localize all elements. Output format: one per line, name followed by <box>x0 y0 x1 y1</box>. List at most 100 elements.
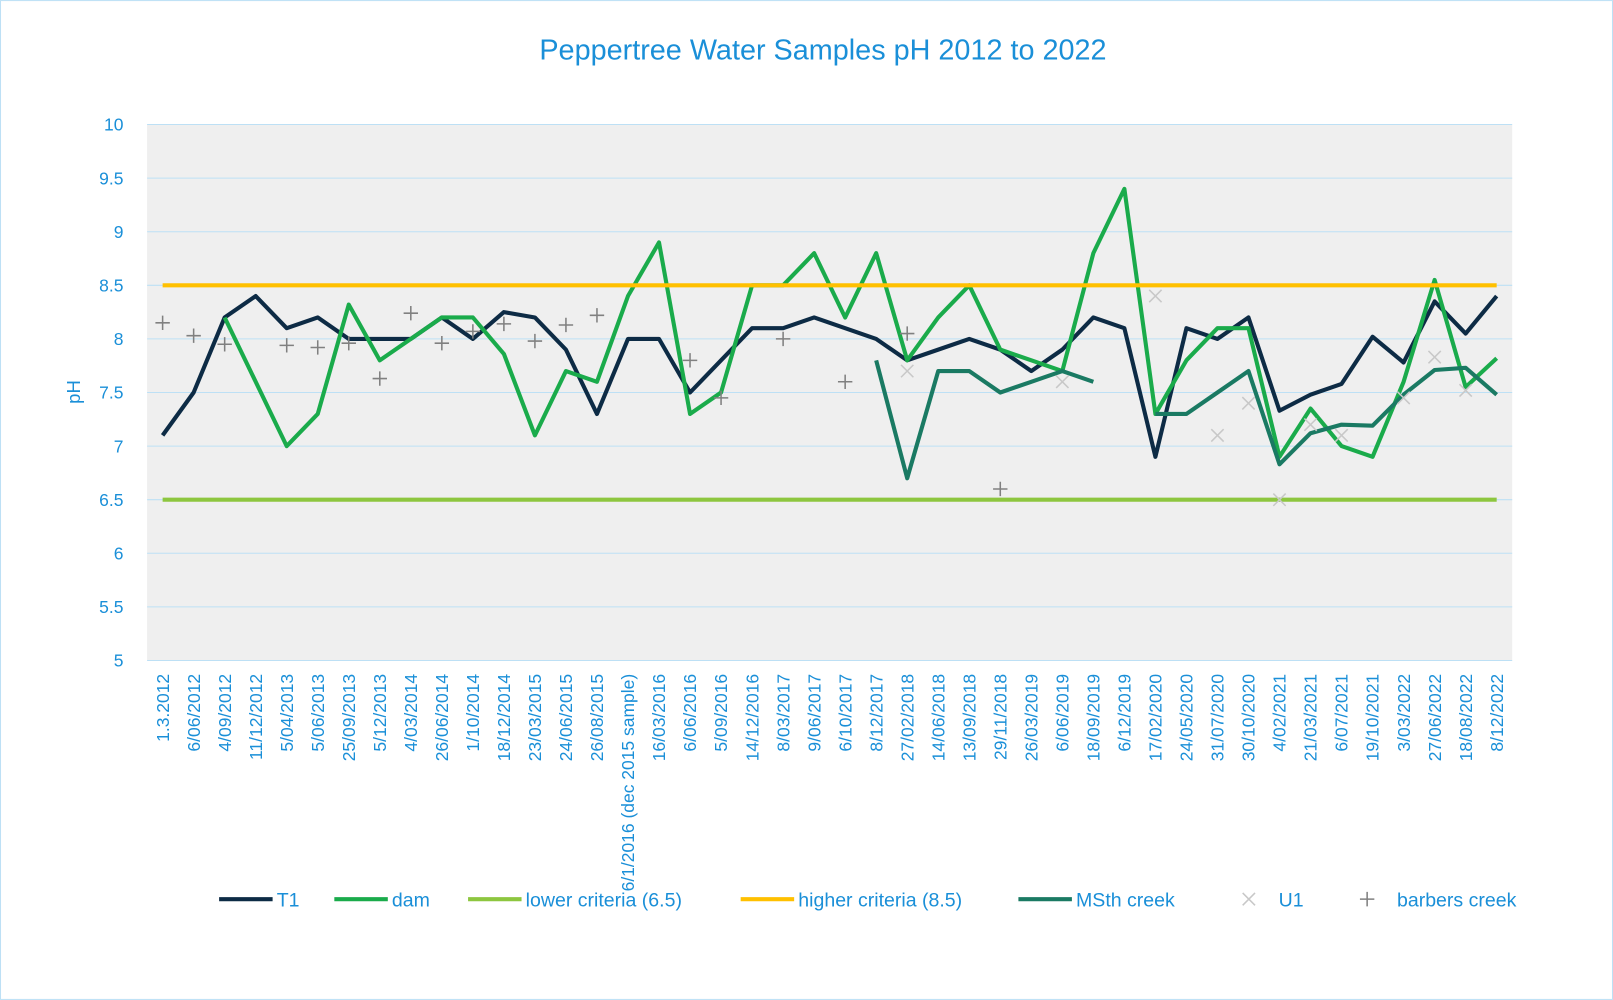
y-tick-label: 8.5 <box>99 275 123 295</box>
x-tick-label: 1.3.2012 <box>153 674 173 742</box>
x-tick-label: 13/09/2018 <box>959 674 979 761</box>
x-tick-label: 5/12/2013 <box>370 674 390 752</box>
y-tick-label: 9 <box>114 222 124 242</box>
marker <box>1458 383 1473 398</box>
marker <box>434 335 450 351</box>
x-tick-label: 29/11/2018 <box>990 674 1010 760</box>
x-tick-label: 6/1/2016 (dec 2015 sample) <box>618 674 638 892</box>
marker <box>837 374 853 389</box>
x-tick-label: 26/08/2015 <box>587 674 607 761</box>
marker <box>217 337 232 352</box>
marker <box>1303 417 1318 432</box>
y-tick-label: 8 <box>114 329 124 349</box>
x-tick-label: 14/12/2016 <box>742 674 762 761</box>
x-tick-label: 19/10/2021 <box>1363 674 1383 761</box>
x-tick-label: 24/06/2015 <box>556 674 576 761</box>
x-tick-label: 8/03/2017 <box>773 674 793 752</box>
y-axis-label: pH <box>63 380 84 404</box>
marker <box>775 331 791 347</box>
x-tick-label: 30/10/2020 <box>1239 674 1259 762</box>
y-tick-label: 5.5 <box>99 597 123 617</box>
x-tick-label: 26/06/2014 <box>432 674 452 762</box>
marker <box>1210 428 1225 443</box>
legend-marker <box>1242 892 1256 906</box>
legend-label: dam <box>392 889 430 911</box>
x-tick-label: 18/08/2022 <box>1456 674 1476 761</box>
chart-title: Peppertree Water Samples pH 2012 to 2022 <box>539 35 1106 67</box>
x-tick-label: 14/06/2018 <box>928 674 948 761</box>
marker <box>1427 350 1442 364</box>
y-tick-label: 10 <box>104 115 124 135</box>
x-tick-label: 4/09/2012 <box>215 674 235 752</box>
x-tick-label: 5/04/2013 <box>277 674 297 752</box>
legend-label: U1 <box>1279 889 1304 911</box>
marker <box>900 326 915 341</box>
x-tick-label: 6/10/2017 <box>835 674 855 752</box>
x-tick-label: 5/09/2016 <box>711 674 731 752</box>
marker <box>155 315 170 331</box>
x-tick-label: 1/10/2014 <box>463 674 483 752</box>
marker <box>558 317 574 333</box>
x-tick-label: 8/12/2017 <box>866 674 886 752</box>
series-line <box>874 359 1499 481</box>
x-tick-label: 11/12/2012 <box>246 674 266 760</box>
y-tick-label: 6 <box>114 543 124 563</box>
x-tick-label: 26/03/2019 <box>1021 674 1041 761</box>
x-tick-label: 3/03/2022 <box>1394 674 1414 752</box>
y-tick-label: 6.5 <box>99 490 123 510</box>
legend-label: higher criteria (8.5) <box>798 889 962 911</box>
x-tick-label: 21/03/2021 <box>1301 674 1321 761</box>
y-tick-label: 7.5 <box>99 383 123 403</box>
x-tick-label: 6/07/2021 <box>1332 674 1352 752</box>
x-tick-label: 6/06/2012 <box>184 674 204 752</box>
x-tick-label: 16/03/2016 <box>649 674 669 761</box>
x-tick-label: 4/03/2014 <box>401 674 421 752</box>
series-line <box>160 293 1499 459</box>
legend-label: MSth creek <box>1076 889 1175 911</box>
y-tick-label: 5 <box>114 651 124 671</box>
marker <box>682 353 698 368</box>
marker <box>1241 396 1256 410</box>
marker <box>1396 391 1411 405</box>
x-tick-label: 17/02/2020 <box>1146 674 1166 762</box>
x-tick-label: 27/06/2022 <box>1425 674 1445 761</box>
marker <box>279 338 294 353</box>
marker <box>713 390 729 406</box>
x-tick-label: 5/06/2013 <box>308 674 328 752</box>
x-tick-label: 6/06/2016 <box>680 674 700 752</box>
x-tick-label: 18/12/2014 <box>494 674 514 762</box>
x-tick-label: 4/02/2021 <box>1270 674 1290 752</box>
x-tick-label: 18/09/2019 <box>1084 674 1104 761</box>
legend-label: lower criteria (6.5) <box>526 889 682 911</box>
marker <box>1272 492 1287 507</box>
marker <box>1334 428 1349 443</box>
y-tick-label: 9.5 <box>99 168 123 188</box>
legend-label: T1 <box>277 889 300 911</box>
marker <box>465 324 481 339</box>
x-tick-label: 6/06/2019 <box>1053 674 1073 752</box>
x-tick-label: 31/07/2020 <box>1208 674 1228 762</box>
y-tick-label: 7 <box>114 436 124 456</box>
x-tick-label: 25/09/2013 <box>339 674 359 761</box>
marker <box>589 308 605 323</box>
marker <box>372 371 387 386</box>
legend-label: barbers creek <box>1397 889 1517 911</box>
x-tick-label: 24/05/2020 <box>1177 674 1197 762</box>
marker <box>993 481 1008 497</box>
x-tick-label: 27/02/2018 <box>897 674 917 761</box>
marker <box>1148 289 1163 303</box>
x-tick-label: 8/12/2022 <box>1487 674 1507 752</box>
marker <box>496 316 512 332</box>
marker <box>310 340 325 355</box>
marker <box>403 305 419 321</box>
marker <box>527 333 543 349</box>
marker <box>1055 375 1070 389</box>
marker <box>186 328 201 343</box>
x-tick-label: 9/06/2017 <box>804 674 824 752</box>
x-tick-label: 23/03/2015 <box>525 674 545 761</box>
marker <box>341 335 356 351</box>
legend-marker <box>1359 891 1375 907</box>
x-tick-label: 6/12/2019 <box>1115 674 1135 752</box>
marker <box>900 364 914 378</box>
